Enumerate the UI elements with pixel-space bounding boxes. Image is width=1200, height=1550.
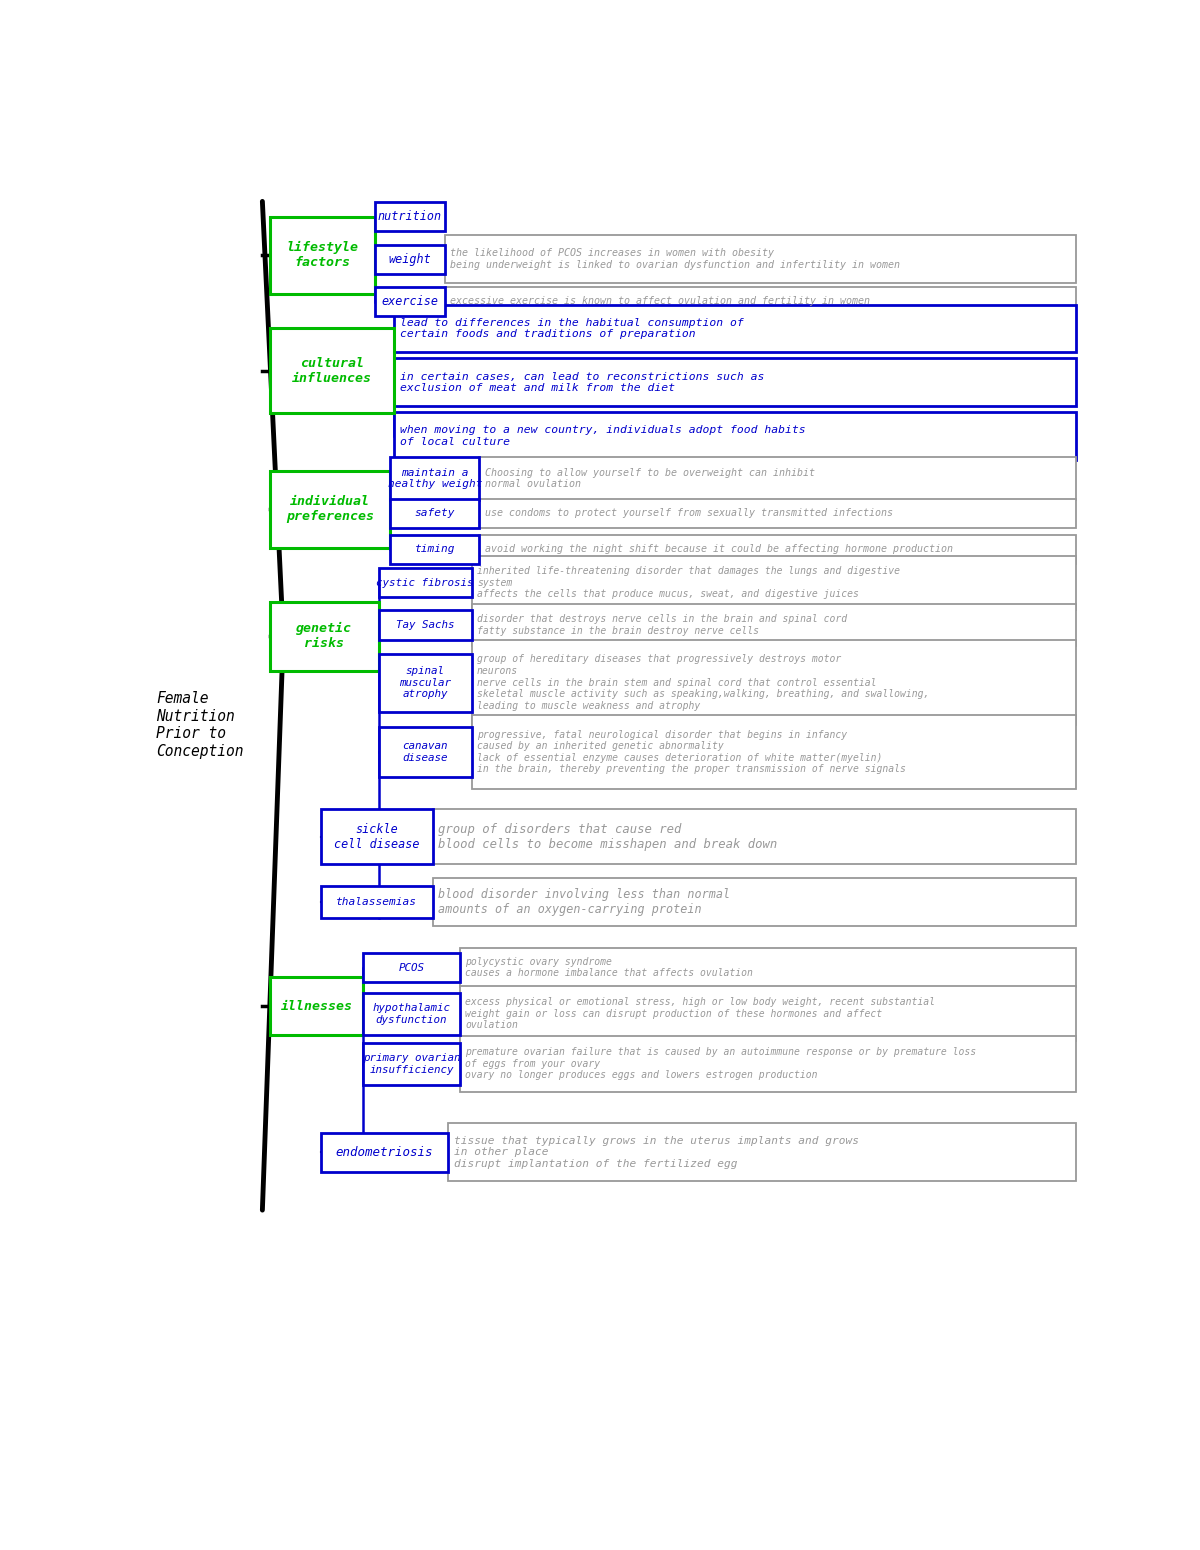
FancyBboxPatch shape [374, 245, 444, 274]
Text: individual
preferences: individual preferences [286, 496, 374, 524]
Text: Female
Nutrition
Prior to
Conception: Female Nutrition Prior to Conception [156, 691, 244, 758]
Text: in certain cases, can lead to reconstrictions such as
exclusion of meat and milk: in certain cases, can lead to reconstric… [400, 372, 764, 394]
FancyBboxPatch shape [364, 953, 460, 983]
Text: excessive exercise is known to affect ovulation and fertility in women: excessive exercise is known to affect ov… [450, 296, 870, 307]
Text: avoid working the night shift because it could be affecting hormone production: avoid working the night shift because it… [485, 544, 953, 555]
FancyBboxPatch shape [472, 555, 1076, 609]
FancyBboxPatch shape [472, 603, 1076, 646]
Text: when moving to a new country, individuals adopt food habits
of local culture: when moving to a new country, individual… [400, 425, 805, 446]
Text: tissue that typically grows in the uterus implants and grows
in other place
disr: tissue that typically grows in the uteru… [454, 1136, 859, 1169]
Text: sickle
cell disease: sickle cell disease [334, 823, 420, 851]
FancyBboxPatch shape [320, 887, 433, 918]
FancyBboxPatch shape [433, 809, 1076, 865]
Text: hypothalamic
dysfunction: hypothalamic dysfunction [372, 1003, 450, 1025]
FancyBboxPatch shape [444, 287, 1076, 316]
Text: timing: timing [414, 544, 455, 555]
Text: cultural
influences: cultural influences [292, 356, 372, 384]
Text: progressive, fatal neurological disorder that begins in infancy
caused by an inh: progressive, fatal neurological disorder… [478, 730, 906, 775]
FancyBboxPatch shape [472, 716, 1076, 789]
FancyBboxPatch shape [479, 499, 1076, 529]
Text: spinal
muscular
atrophy: spinal muscular atrophy [400, 666, 451, 699]
Text: canavan
disease: canavan disease [402, 741, 448, 763]
Text: lifestyle
factors: lifestyle factors [287, 242, 359, 270]
Text: cystic fibrosis: cystic fibrosis [377, 578, 474, 587]
Text: maintain a
healthy weight: maintain a healthy weight [388, 468, 482, 490]
FancyBboxPatch shape [479, 535, 1076, 564]
FancyBboxPatch shape [460, 986, 1076, 1042]
FancyBboxPatch shape [374, 202, 444, 231]
Text: PCOS: PCOS [398, 963, 425, 972]
FancyBboxPatch shape [460, 1035, 1076, 1091]
FancyBboxPatch shape [270, 329, 394, 414]
Text: group of disorders that cause red
blood cells to become misshapen and break down: group of disorders that cause red blood … [438, 823, 778, 851]
FancyBboxPatch shape [460, 949, 1076, 987]
Text: genetic
risks: genetic risks [296, 623, 353, 651]
FancyBboxPatch shape [390, 535, 479, 564]
Text: premature ovarian failure that is caused by an autoimmune response or by prematu: premature ovarian failure that is caused… [466, 1048, 977, 1080]
Text: group of hereditary diseases that progressively destroys motor
neurons
nerve cel: group of hereditary diseases that progre… [478, 654, 930, 711]
Text: endometriosis: endometriosis [336, 1145, 433, 1159]
FancyBboxPatch shape [394, 412, 1076, 460]
FancyBboxPatch shape [379, 654, 472, 711]
FancyBboxPatch shape [320, 1133, 449, 1172]
FancyBboxPatch shape [364, 1043, 460, 1085]
Text: Tay Sachs: Tay Sachs [396, 620, 455, 629]
Text: excess physical or emotional stress, high or low body weight, recent substantial: excess physical or emotional stress, hig… [466, 997, 936, 1031]
Text: lead to differences in the habitual consumption of
certain foods and traditions : lead to differences in the habitual cons… [400, 318, 743, 339]
FancyBboxPatch shape [479, 457, 1076, 499]
Text: nutrition: nutrition [378, 211, 442, 223]
FancyBboxPatch shape [379, 727, 472, 777]
FancyBboxPatch shape [270, 601, 379, 671]
Text: disorder that destroys nerve cells in the brain and spinal cord
fatty substance : disorder that destroys nerve cells in th… [478, 614, 847, 636]
Text: the likelihood of PCOS increases in women with obesity
being underweight is link: the likelihood of PCOS increases in wome… [450, 248, 900, 270]
FancyBboxPatch shape [433, 879, 1076, 925]
FancyBboxPatch shape [270, 217, 374, 294]
FancyBboxPatch shape [374, 287, 444, 316]
FancyBboxPatch shape [320, 809, 433, 865]
Text: illnesses: illnesses [281, 1000, 353, 1012]
Text: polycystic ovary syndrome
causes a hormone imbalance that affects ovulation: polycystic ovary syndrome causes a hormo… [466, 956, 754, 978]
FancyBboxPatch shape [379, 611, 472, 640]
Text: blood disorder involving less than normal
amounts of an oxygen-carrying protein: blood disorder involving less than norma… [438, 888, 731, 916]
FancyBboxPatch shape [394, 358, 1076, 406]
Text: thalassemias: thalassemias [336, 897, 418, 907]
FancyBboxPatch shape [270, 976, 364, 1035]
FancyBboxPatch shape [449, 1124, 1076, 1181]
Text: weight: weight [389, 253, 431, 265]
FancyBboxPatch shape [364, 992, 460, 1035]
FancyBboxPatch shape [394, 305, 1076, 352]
FancyBboxPatch shape [390, 457, 479, 499]
FancyBboxPatch shape [379, 567, 472, 597]
Text: inherited life-threatening disorder that damages the lungs and digestive
system
: inherited life-threatening disorder that… [478, 566, 900, 600]
Text: exercise: exercise [382, 294, 438, 308]
Text: safety: safety [414, 508, 455, 518]
Text: use condoms to protect yourself from sexually transmitted infections: use condoms to protect yourself from sex… [485, 508, 893, 518]
FancyBboxPatch shape [444, 236, 1076, 284]
Text: Choosing to allow yourself to be overweight can inhibit
normal ovulation: Choosing to allow yourself to be overwei… [485, 468, 815, 490]
Text: primary ovarian
insufficiency: primary ovarian insufficiency [362, 1052, 461, 1074]
FancyBboxPatch shape [390, 499, 479, 529]
FancyBboxPatch shape [472, 640, 1076, 725]
FancyBboxPatch shape [270, 471, 390, 547]
